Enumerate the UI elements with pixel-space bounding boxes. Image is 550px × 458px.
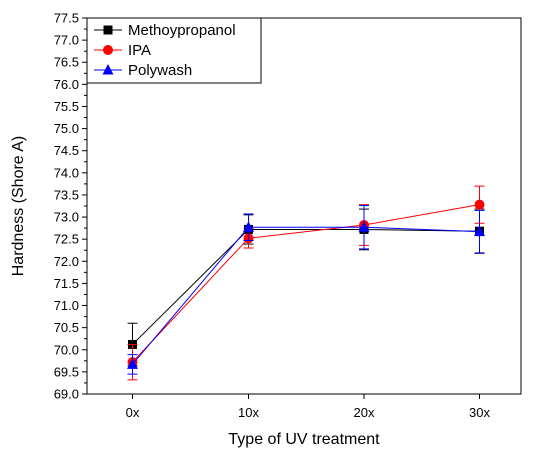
y-tick-label: 71.0 xyxy=(54,298,79,313)
y-tick-label: 73.5 xyxy=(54,187,79,202)
data-point xyxy=(474,199,485,210)
y-tick-label: 69.0 xyxy=(54,387,79,402)
data-point xyxy=(127,358,138,369)
legend-label: Polywash xyxy=(128,62,192,79)
legend-marker xyxy=(102,64,114,75)
y-tick-label: 71.5 xyxy=(54,276,79,291)
legend-label: Methoypropanol xyxy=(128,22,236,39)
x-axis: 0x 10x 20x 30x xyxy=(126,394,490,420)
y-tick-label: 77.5 xyxy=(54,11,79,26)
x-tick-label: 0x xyxy=(126,405,140,420)
y-tick-label: 75.0 xyxy=(54,121,79,136)
series-line xyxy=(132,204,480,363)
series-polywash xyxy=(127,205,485,375)
legend-marker xyxy=(103,25,113,35)
y-axis: 69.0 69.5 70.0 70.5 71.0 71.5 72.0 72.5 73.0 73.5… xyxy=(54,11,87,402)
y-tick-label: 69.5 xyxy=(54,364,79,379)
legend-label: IPA xyxy=(128,42,151,59)
x-tick-label: 30x xyxy=(469,405,490,420)
y-tick-label: 75.5 xyxy=(54,99,79,114)
y-tick-label: 70.5 xyxy=(54,320,79,335)
y-tick-label: 72.0 xyxy=(54,254,79,269)
legend-item-ipa: IPA xyxy=(94,42,151,59)
data-point xyxy=(474,225,485,237)
series-line xyxy=(132,226,480,365)
legend-item-polywash: Polywash xyxy=(94,62,192,79)
legend-item-methoypropanol: Methoypropanol xyxy=(94,22,236,39)
y-tick-label: 74.0 xyxy=(54,165,79,180)
x-tick-label: 20x xyxy=(354,405,375,420)
data-point xyxy=(358,221,370,232)
x-tick-label: 10x xyxy=(238,405,259,420)
series-ipa xyxy=(127,185,485,381)
y-tick-label: 77.0 xyxy=(54,33,79,48)
legend-marker xyxy=(103,45,113,55)
legend: Methoypropanol IPA Polywash xyxy=(86,17,262,84)
series-line xyxy=(132,228,480,345)
y-axis-label: Hardness (Shore A) xyxy=(10,136,27,277)
y-tick-label: 76.0 xyxy=(54,77,79,92)
series-layer xyxy=(127,185,485,381)
data-point xyxy=(243,221,254,232)
y-tick-label: 70.0 xyxy=(54,342,79,357)
x-axis-label: Type of UV treatment xyxy=(228,431,380,448)
y-tick-label: 72.5 xyxy=(54,232,79,247)
y-tick-label: 73.0 xyxy=(54,210,79,225)
y-tick-label: 76.5 xyxy=(54,55,79,70)
series-methoypropanol xyxy=(127,208,485,367)
y-tick-label: 74.5 xyxy=(54,143,79,158)
